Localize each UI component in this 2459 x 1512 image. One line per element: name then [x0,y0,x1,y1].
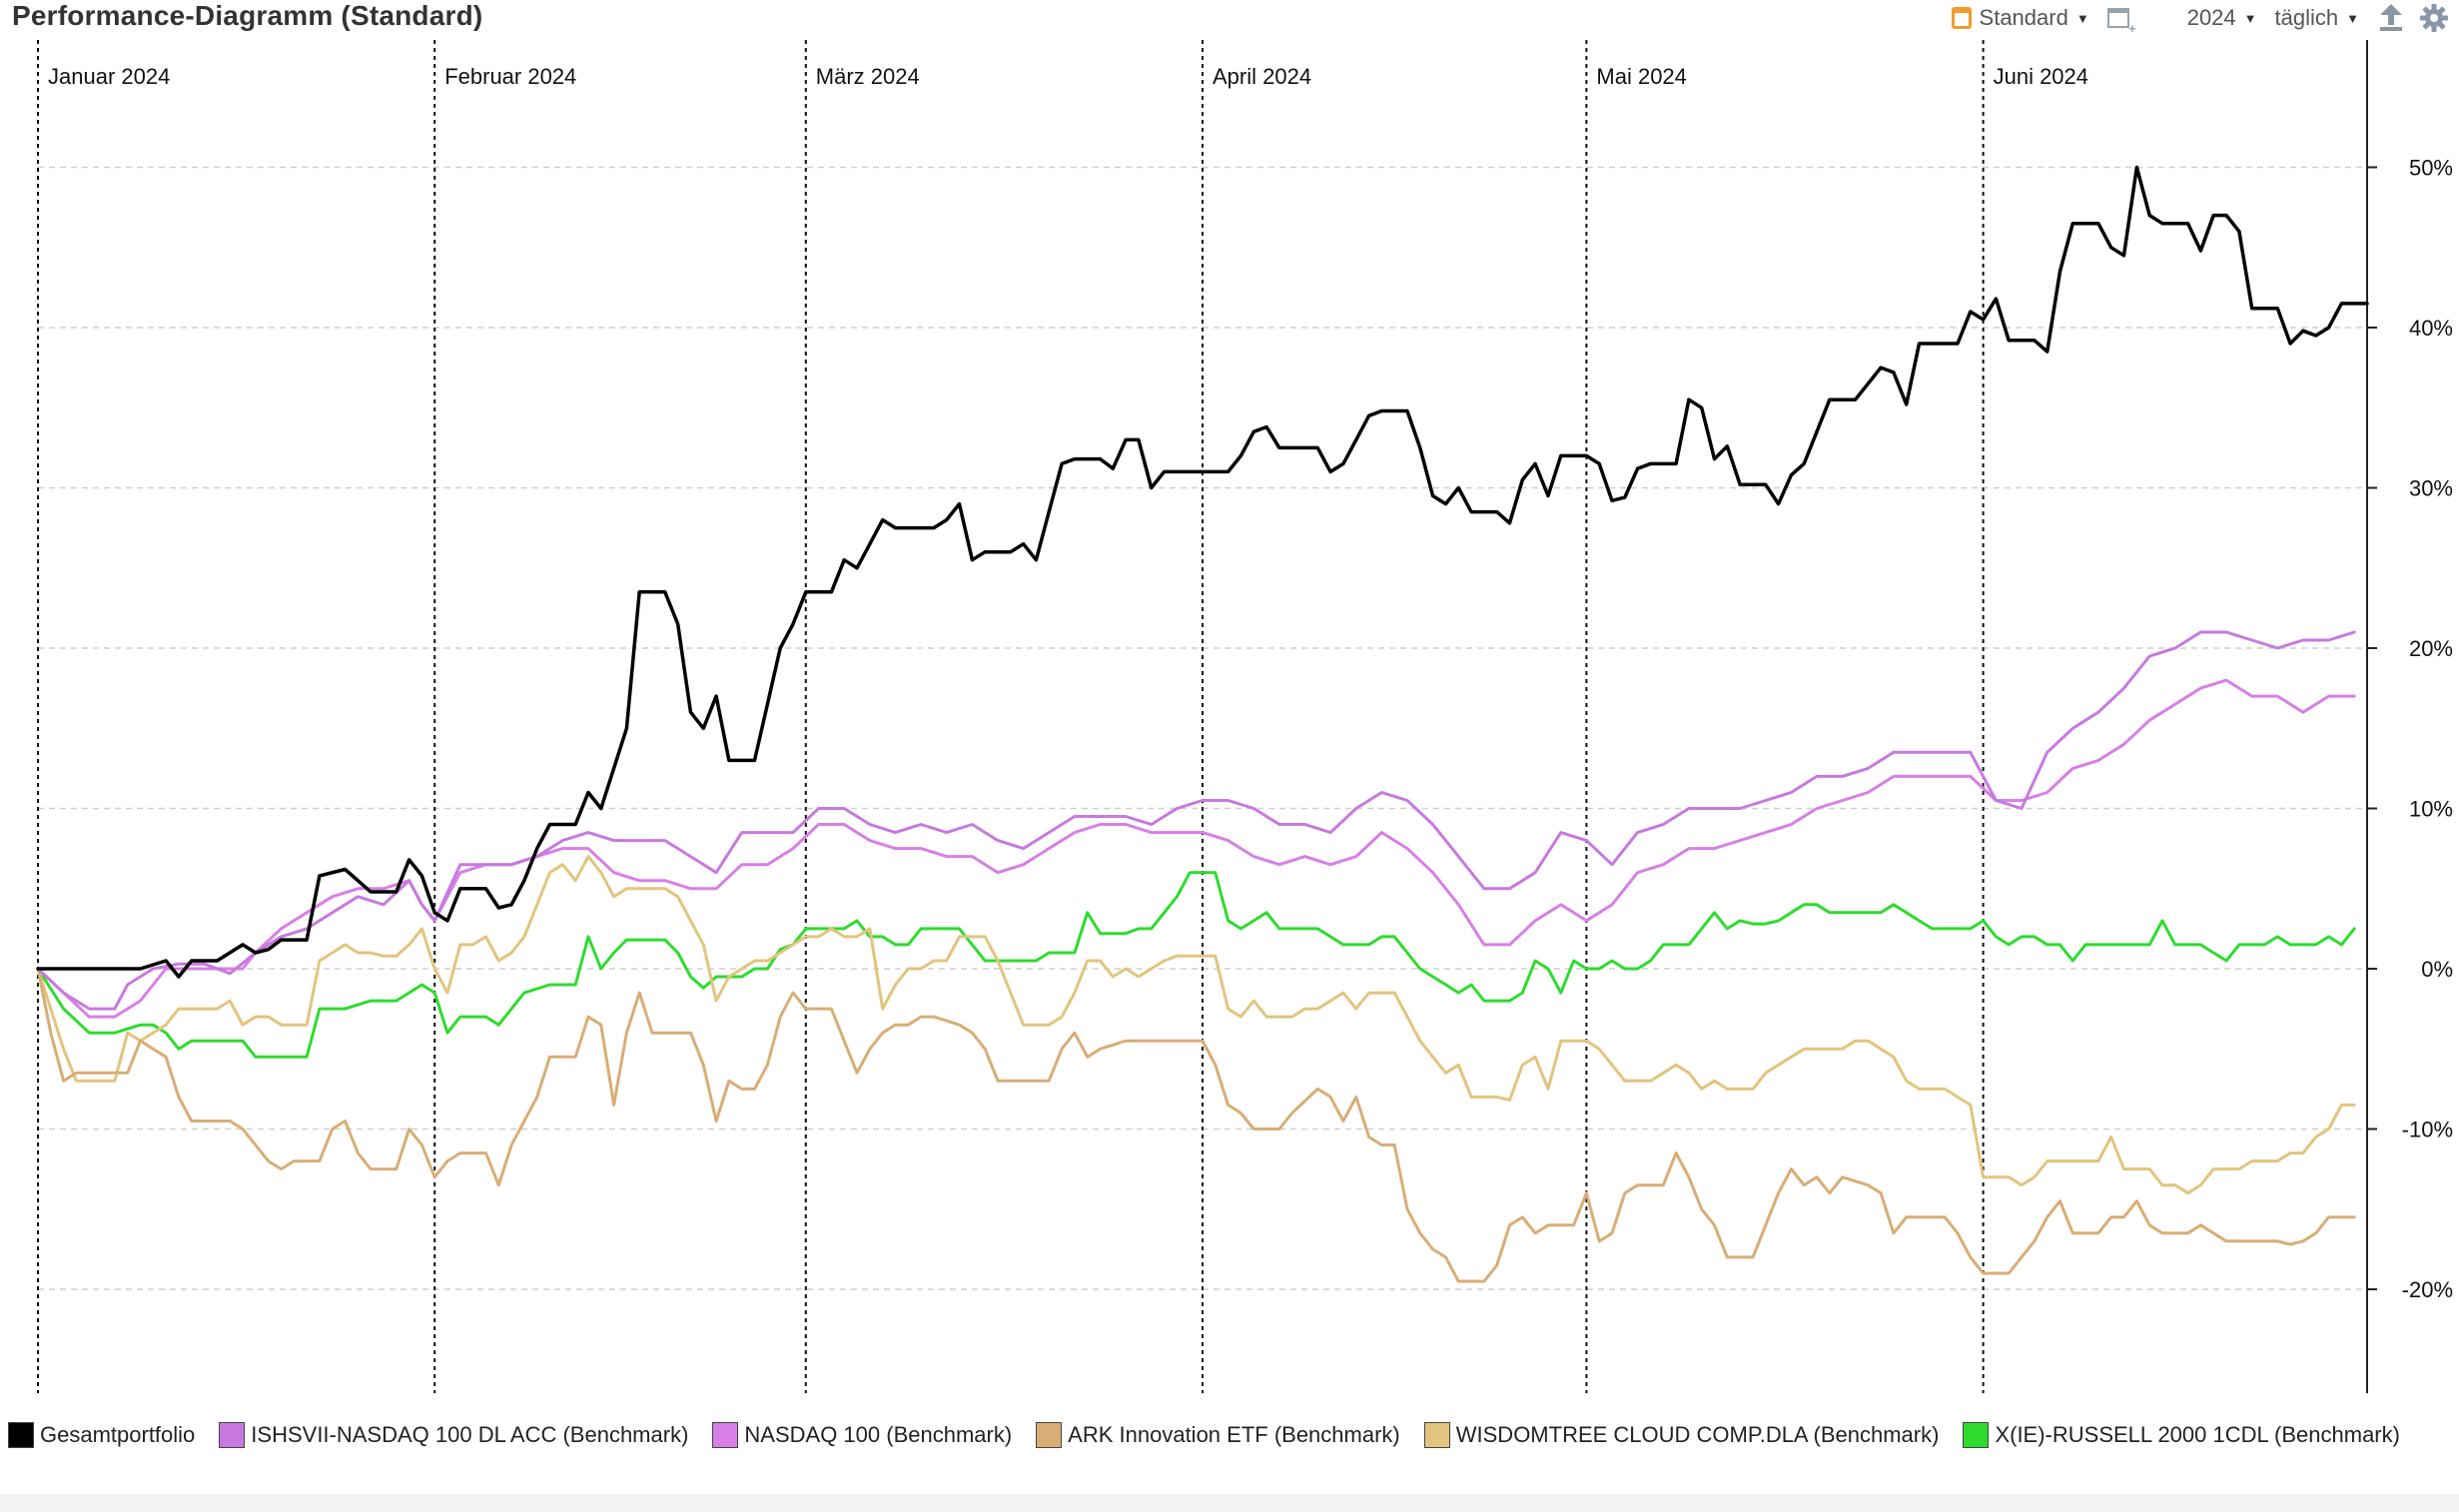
legend-label: NASDAQ 100 (Benchmark) [744,1422,1013,1447]
view-select-label: Standard [1979,5,2068,30]
month-label: Februar 2024 [444,64,576,89]
legend-swatch [219,1422,246,1448]
export-icon [2380,4,2402,31]
legend-swatch [8,1422,34,1448]
y-tick-label: 40% [2409,316,2453,341]
legend-item[interactable]: NASDAQ 100 (Benchmark) [712,1422,1012,1448]
bottom-bar [0,1494,2459,1512]
legend-label: ARK Innovation ETF (Benchmark) [1068,1422,1400,1447]
view-select[interactable]: Standard ▼ [1951,5,2089,31]
legend-item[interactable]: X(IE)-RUSSELL 2000 1CDL (Benchmark) [1963,1422,2400,1448]
chart-legend: Gesamtportfolio ISHSVII-NASDAQ 100 DL ACC… [8,1422,2445,1448]
legend-swatch [1423,1422,1450,1448]
month-label: März 2024 [816,64,920,89]
y-tick-label: 10% [2409,797,2453,822]
series-line[interactable] [36,165,2369,979]
page-title: Performance-Diagramm (Standard) [12,0,483,31]
new-window-icon [2106,8,2136,36]
gear-icon [2420,4,2448,32]
month-label: April 2024 [1213,64,1311,89]
legend-item[interactable]: Gesamtportfolio [8,1422,195,1448]
chevron-down-icon: ▼ [2243,10,2257,26]
series-line[interactable] [36,678,2356,1019]
y-tick-label: -20% [2402,1277,2453,1302]
interval-select[interactable]: täglich ▼ [2275,5,2359,31]
series-line[interactable] [36,855,2356,1195]
export-button[interactable] [2377,3,2411,33]
legend-swatch [712,1422,739,1448]
series-line[interactable] [36,871,2356,1059]
year-select[interactable]: 2024 ▼ [2187,5,2257,31]
y-tick-label: 0% [2421,957,2453,982]
legend-item[interactable]: ISHSVII-NASDAQ 100 DL ACC (Benchmark) [219,1422,688,1448]
month-label: Mai 2024 [1596,64,1687,89]
legend-label: ISHSVII-NASDAQ 100 DL ACC (Benchmark) [251,1422,689,1447]
month-label: Januar 2024 [48,64,170,89]
chart-toolbar: Standard ▼ 2024 ▼ täglich ▼ [1951,0,2459,36]
y-tick-label: -10% [2402,1118,2453,1142]
series-line[interactable] [36,967,2356,1283]
chart-header: Performance-Diagramm (Standard) Standard… [0,0,2459,52]
legend-item[interactable]: WISDOMTREE CLOUD COMP.DLA (Benchmark) [1423,1422,1940,1448]
y-tick-label: 30% [2409,476,2453,501]
legend-item[interactable]: ARK Innovation ETF (Benchmark) [1036,1422,1400,1448]
legend-swatch [1036,1422,1063,1448]
chevron-down-icon: ▼ [2075,10,2089,26]
y-tick-label: 50% [2409,156,2453,181]
legend-label: Gesamtportfolio [40,1422,196,1447]
legend-label: X(IE)-RUSSELL 2000 1CDL (Benchmark) [1995,1422,2400,1447]
new-window-button[interactable] [2106,8,2169,36]
year-select-label: 2024 [2186,5,2236,30]
month-label: Juni 2024 [1994,64,2088,89]
interval-select-label: täglich [2274,5,2339,30]
legend-swatch [1963,1422,1990,1448]
legend-label: WISDOMTREE CLOUD COMP.DLA (Benchmark) [1455,1422,1940,1447]
chevron-down-icon: ▼ [2346,10,2359,26]
y-tick-label: 20% [2409,636,2453,661]
performance-chart[interactable]: Januar 2024 Februar 2024 März 2024 April 20… [0,40,2459,1408]
settings-button[interactable] [2419,3,2455,33]
series-line[interactable] [36,630,2356,1011]
calendar-icon [1951,7,1972,29]
